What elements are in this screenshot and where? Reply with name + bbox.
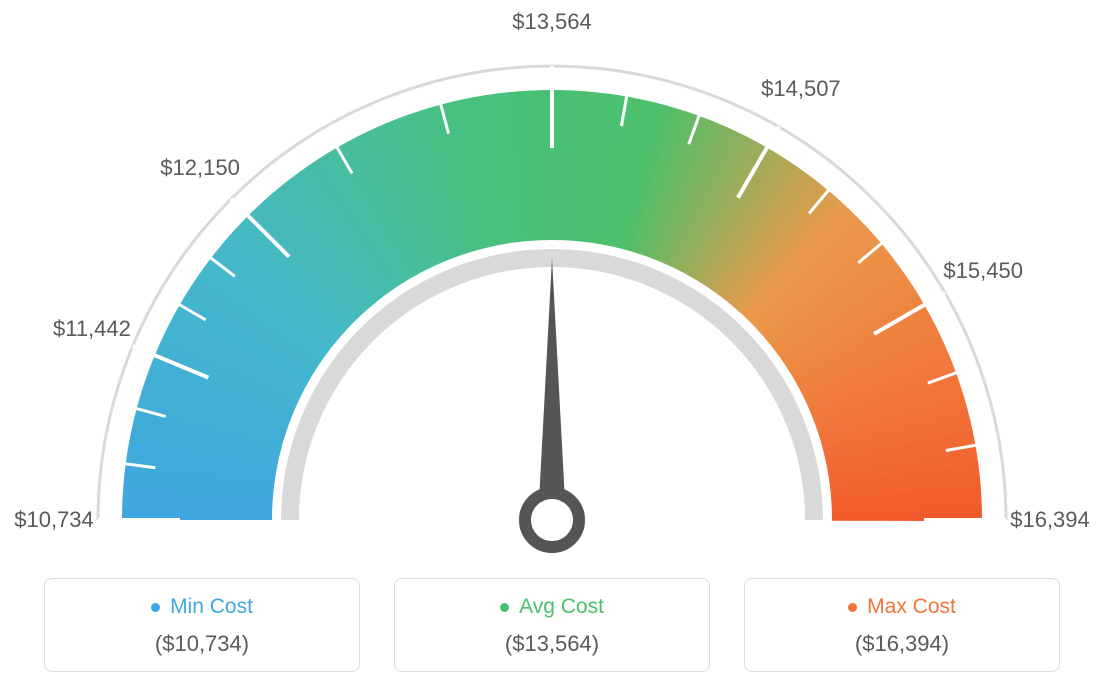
legend-title-avg: Avg Cost [500, 595, 604, 619]
bullet-icon [500, 603, 509, 612]
gauge-tick-label: $16,394 [1010, 507, 1090, 533]
legend-value-min: ($10,734) [45, 631, 359, 657]
gauge-tick-label: $14,507 [761, 76, 841, 102]
legend-card-min: Min Cost ($10,734) [44, 578, 360, 672]
legend-title-text: Max Cost [867, 595, 956, 619]
legend-value-avg: ($13,564) [395, 631, 709, 657]
legend-row: Min Cost ($10,734) Avg Cost ($13,564) Ma… [0, 578, 1104, 672]
legend-title-min: Min Cost [151, 595, 253, 619]
legend-card-max: Max Cost ($16,394) [744, 578, 1060, 672]
legend-title-text: Avg Cost [519, 595, 604, 619]
legend-value-max: ($16,394) [745, 631, 1059, 657]
legend-title-text: Min Cost [170, 595, 253, 619]
gauge-tick-label: $10,734 [14, 507, 94, 533]
gauge-tick-label: $13,564 [512, 9, 592, 35]
bullet-icon [848, 603, 857, 612]
gauge-svg [0, 0, 1104, 560]
legend-title-max: Max Cost [848, 595, 956, 619]
gauge-tick-label: $11,442 [53, 316, 131, 342]
gauge-tick-label: $12,150 [160, 155, 240, 181]
legend-card-avg: Avg Cost ($13,564) [394, 578, 710, 672]
bullet-icon [151, 603, 160, 612]
gauge-tick-label: $15,450 [943, 258, 1023, 284]
gauge-chart: $10,734 $11,442 $12,150 $13,564 $14,507 $15,4… [0, 0, 1104, 560]
